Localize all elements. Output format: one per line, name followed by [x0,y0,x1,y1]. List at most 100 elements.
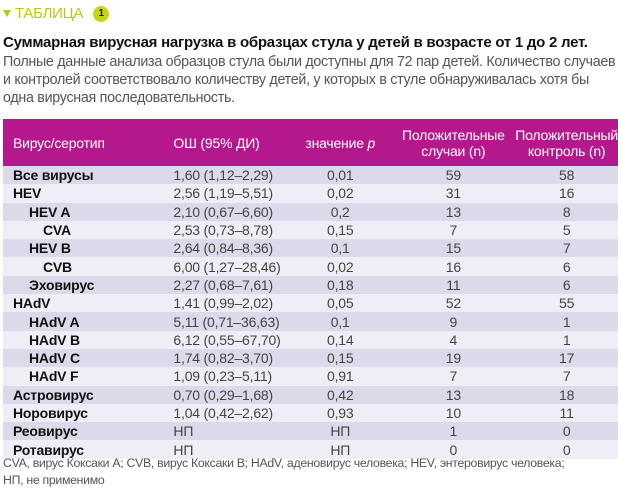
cell-virus: CVB [43,258,72,275]
cell-cases: 15 [445,240,461,257]
cell-virus: HEV [13,185,42,202]
cell-p: 0,02 [326,258,354,275]
cell-cases: 19 [445,350,461,367]
cell-cases: 1 [449,423,458,440]
cell-virus: HAdV B [29,331,80,348]
cell-controls: 1 [562,313,571,330]
cell-controls: 6 [562,276,571,293]
cell-p: 0,93 [326,405,354,421]
header-controls: Положительный контроль (n) [515,126,618,159]
table-row: Реовирус НП НП 1 0 [3,422,618,441]
cell-controls: 0 [562,423,571,440]
table-row: Эховирус 2,27 (0,68–7,61) 0,18 11 6 [3,275,618,295]
cell-controls: 5 [562,222,571,239]
header-p-prefix: значение [305,134,368,151]
cell-controls: 8 [562,203,571,220]
cell-or: 2,53 (0,73–8,78) [173,222,273,239]
cell-virus: Астровирус [13,386,94,403]
cell-controls: 7 [562,240,571,257]
cell-virus: Реовирус [13,423,78,440]
table-title: Суммарная вирусная нагрузка в образцах с… [3,34,588,51]
footnote: CVA, вирус Коксаки А; CVB, вирус Коксаки… [3,455,565,489]
table-row: Ротавирус НП НП 0 0 [3,440,618,459]
cell-cases: 0 [449,441,458,458]
table-row: Все вирусы 1,60 (1,12–2,29) 0,01 59 58 [3,166,618,185]
cell-or: 6,00 (1,27–28,46) [173,258,281,275]
footnote-line-2: НП, не применимо [3,473,105,487]
cell-cases: 11 [446,276,461,293]
cell-cases: 13 [445,386,461,403]
table-description: Полные данные анализа образцов стула был… [3,54,616,106]
cell-or: 2,27 (0,68–7,61) [173,276,273,293]
cell-controls: 0 [562,441,571,458]
cell-or: 2,10 (0,67–6,60) [173,203,273,220]
cell-p: 0,05 [326,295,354,312]
cell-cases: 52 [445,295,461,312]
cell-controls: 7 [562,368,571,385]
table-label: ТАБЛИЦА 1 [3,5,110,22]
cell-p: 0,42 [326,386,354,403]
cell-or: НП [173,423,194,440]
cell-p: 0,91 [326,368,354,385]
header-virus: Вирус/серотип [13,134,105,151]
cell-or: 2,56 (1,19–5,51) [173,185,273,202]
table-row: HAdV B 6,12 (0,55–67,70) 0,14 4 1 [3,330,618,349]
cell-or: НП [173,441,194,458]
cell-cases: 7 [449,368,458,385]
cell-virus: Эховирус [29,276,95,293]
cell-cases: 7 [449,222,458,239]
table-row: Норовирус 1,04 (0,42–2,62) 0,93 10 11 [3,403,618,423]
cell-or: 1,41 (0,99–2,02) [173,295,273,312]
table-label-text: ТАБЛИЦА [15,5,84,22]
header-cases: Положительные случаи (n) [401,126,505,159]
cell-p: 0,18 [326,276,354,293]
cell-p: 0,15 [326,350,354,367]
cell-controls: 11 [559,405,574,421]
cell-cases: 59 [445,167,461,184]
cell-p: 0,01 [326,167,354,184]
cell-controls: 58 [559,167,575,184]
cell-virus: Ротавирус [13,441,84,458]
table-row: HAdV A 5,11 (0,71–36,63) 0,1 9 1 [3,312,618,331]
cell-or: 1,60 (1,12–2,29) [173,167,273,184]
cell-cases: 16 [445,258,461,275]
triangle-down-icon [3,10,11,17]
footnote-line-1: CVA, вирус Коксаки А; CVB, вирус Коксаки… [3,456,565,470]
cell-or: 2,64 (0,84–8,36) [173,240,273,257]
cell-or: 0,70 (0,29–1,68) [173,386,273,403]
cell-virus: Все вирусы [13,167,94,184]
cell-p: 0,15 [326,222,354,239]
cell-virus: HAdV C [29,350,80,367]
cell-controls: 6 [562,258,571,275]
cell-or: 1,04 (0,42–2,62) [173,405,273,421]
table-row: HEV 2,56 (1,19–5,51) 0,02 31 16 [3,184,618,203]
cell-cases: 31 [445,185,461,202]
virus-load-table: Вирус/серотип ОШ (95% ДИ) значение p Пол… [3,119,618,459]
table-row: HAdV C 1,74 (0,82–3,70) 0,15 19 17 [3,348,618,368]
cell-p: 0,14 [326,331,354,348]
cell-p: 0,1 [330,240,350,257]
cell-controls: 55 [559,295,575,312]
cell-p: 0,02 [326,185,354,202]
cell-p: НП [330,423,351,440]
cell-virus: Норовирус [13,405,88,421]
table-row: HAdV 1,41 (0,99–2,02) 0,05 52 55 [3,294,618,313]
cell-cases: 4 [449,331,458,348]
cell-cases: 13 [445,203,461,220]
table-header-row: Вирус/серотип ОШ (95% ДИ) значение p Пол… [3,119,618,166]
table-body: Все вирусы 1,60 (1,12–2,29) 0,01 59 58 HEV 2,5… [3,166,618,459]
cell-or: 5,11 (0,71–36,63) [173,313,280,330]
table-row: HAdV F 1,09 (0,23–5,11) 0,91 7 7 [3,367,618,386]
header-or: ОШ (95% ДИ) [173,134,260,151]
cell-virus: CVA [43,222,71,239]
cell-p: 0,1 [330,313,350,330]
cell-virus: HEV A [29,203,71,220]
cell-controls: 18 [559,386,575,403]
cell-controls: 1 [562,331,571,348]
table-row: HEV A 2,10 (0,67–6,60) 0,2 13 8 [3,202,618,221]
cell-cases: 10 [445,405,461,421]
cell-p: НП [330,441,351,458]
cell-virus: HAdV [13,295,51,312]
cell-virus: HEV B [29,240,71,257]
cell-virus: HAdV F [29,368,79,385]
